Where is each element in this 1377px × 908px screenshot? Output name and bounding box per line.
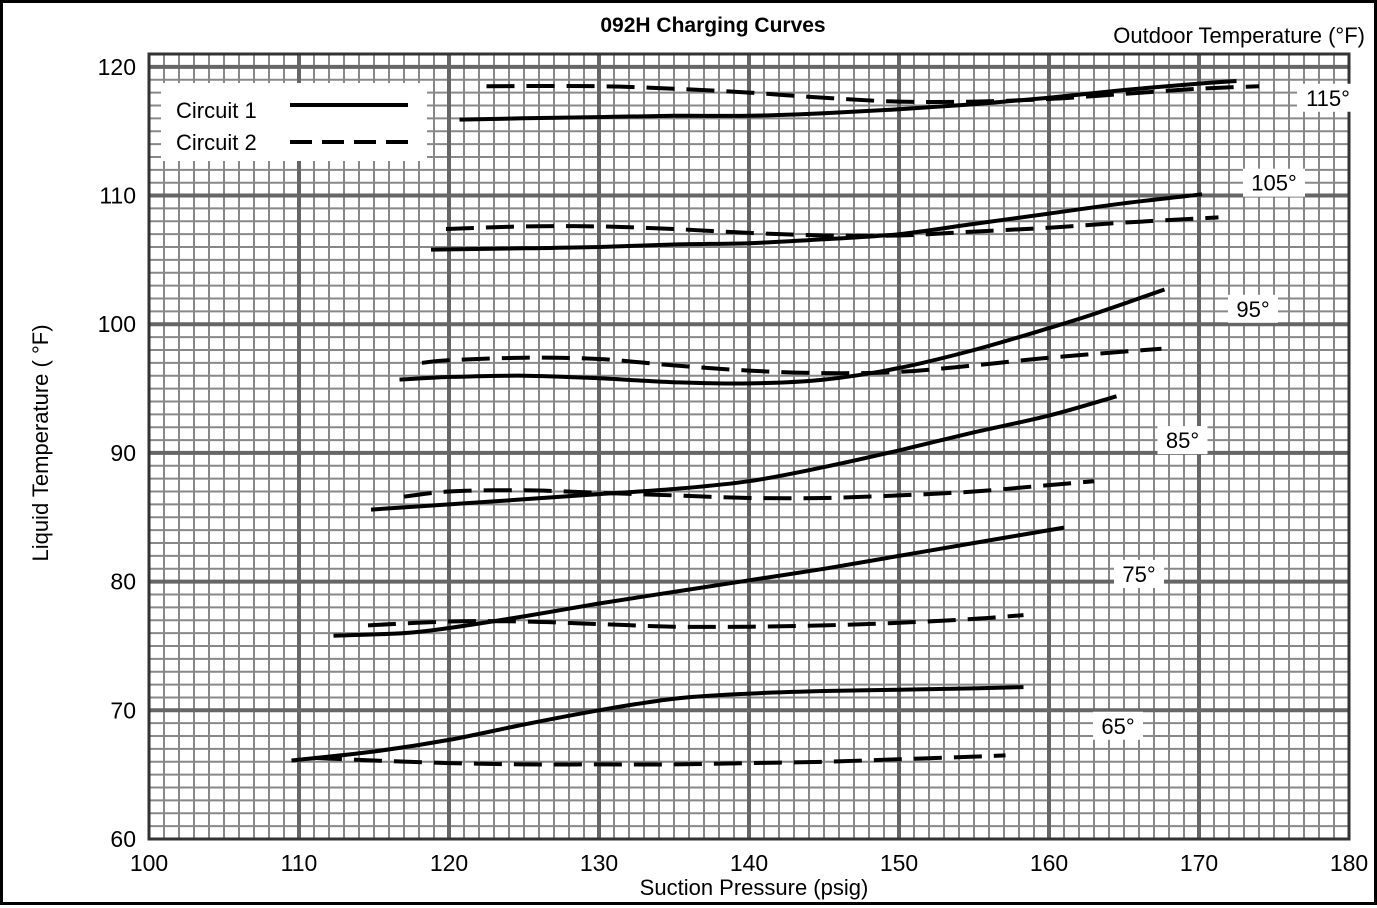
y-tick-label: 60 <box>110 826 136 852</box>
curve-label-105f: 105° <box>1251 171 1297 196</box>
y-tick-label: 80 <box>110 569 136 595</box>
y-tick-label: 100 <box>98 311 136 337</box>
circuit-1-line-85f <box>370 394 1118 512</box>
curve-label-background <box>1228 294 1278 323</box>
y-tick-label: 110 <box>99 183 136 209</box>
series-lines <box>291 79 1260 767</box>
x-axis-label: Suction Pressure (psig) <box>640 875 869 900</box>
plot-area-border <box>147 52 1351 841</box>
circuit-1-line-65f <box>291 685 1024 763</box>
y-axis-ticks: 60 70 80 90 100 110 120 <box>98 54 136 852</box>
circuit-1-line-105f <box>430 192 1203 252</box>
x-axis-ticks: 100 110 120 130 140 150 160 170 180 <box>130 850 1368 876</box>
curve-label-95f: 95° <box>1236 297 1269 322</box>
circuit-2-line-75f <box>367 613 1024 629</box>
x-tick-label: 100 <box>130 850 168 876</box>
legend: Circuit 1 Circuit 2 <box>161 83 427 161</box>
curve-label-115f: 115° <box>1306 86 1350 111</box>
circuit-2-line-65f <box>313 753 1006 767</box>
circuit-2-line-115f <box>486 83 1260 105</box>
circuit-2-line-95f <box>421 346 1162 376</box>
curve-label-background <box>1093 711 1143 740</box>
curve-label-75f: 75° <box>1122 562 1155 587</box>
x-tick-label: 120 <box>430 850 468 876</box>
legend-box <box>161 83 427 161</box>
x-tick-label: 140 <box>730 850 768 876</box>
curve-label-background <box>1114 559 1164 588</box>
circuit-2-line-85f <box>403 479 1095 501</box>
y-axis-label: Liquid Temperature ( °F) <box>28 324 53 561</box>
y-tick-label: 90 <box>110 440 136 466</box>
charging-curves-chart: 100 110 120 130 140 150 160 170 180 607080901001… <box>28 14 1368 900</box>
curve-label-85f: 85° <box>1166 428 1199 453</box>
curve-label-background <box>1157 426 1208 455</box>
outdoor-temperature-labels: 65° 75° 85° 95° 105° 115° <box>1093 83 1359 740</box>
chart-title: 092H Charging Curves <box>600 14 825 37</box>
curve-label-background <box>1243 168 1305 197</box>
circuit-1-line-115f <box>459 79 1237 122</box>
x-tick-label: 180 <box>1330 850 1368 876</box>
circuit-2-line-105f <box>445 215 1219 238</box>
x-tick-label: 160 <box>1030 850 1068 876</box>
legend-label-circuit-1: Circuit 1 <box>176 98 257 123</box>
legend-label-circuit-2: Circuit 2 <box>176 130 257 155</box>
outdoor-temperature-heading: Outdoor Temperature (°F) <box>1113 23 1365 48</box>
circuit-1-line-95f <box>399 287 1166 386</box>
x-tick-label: 150 <box>880 850 918 876</box>
x-tick-label: 130 <box>580 850 618 876</box>
curve-label-65f: 65° <box>1101 714 1134 739</box>
y-tick-label: 120 <box>98 54 136 80</box>
x-tick-label: 110 <box>281 850 318 876</box>
y-tick-label: 70 <box>110 697 136 723</box>
circuit-1-line-75f <box>333 525 1065 638</box>
x-tick-label: 170 <box>1180 850 1218 876</box>
curve-label-background <box>1297 83 1359 112</box>
